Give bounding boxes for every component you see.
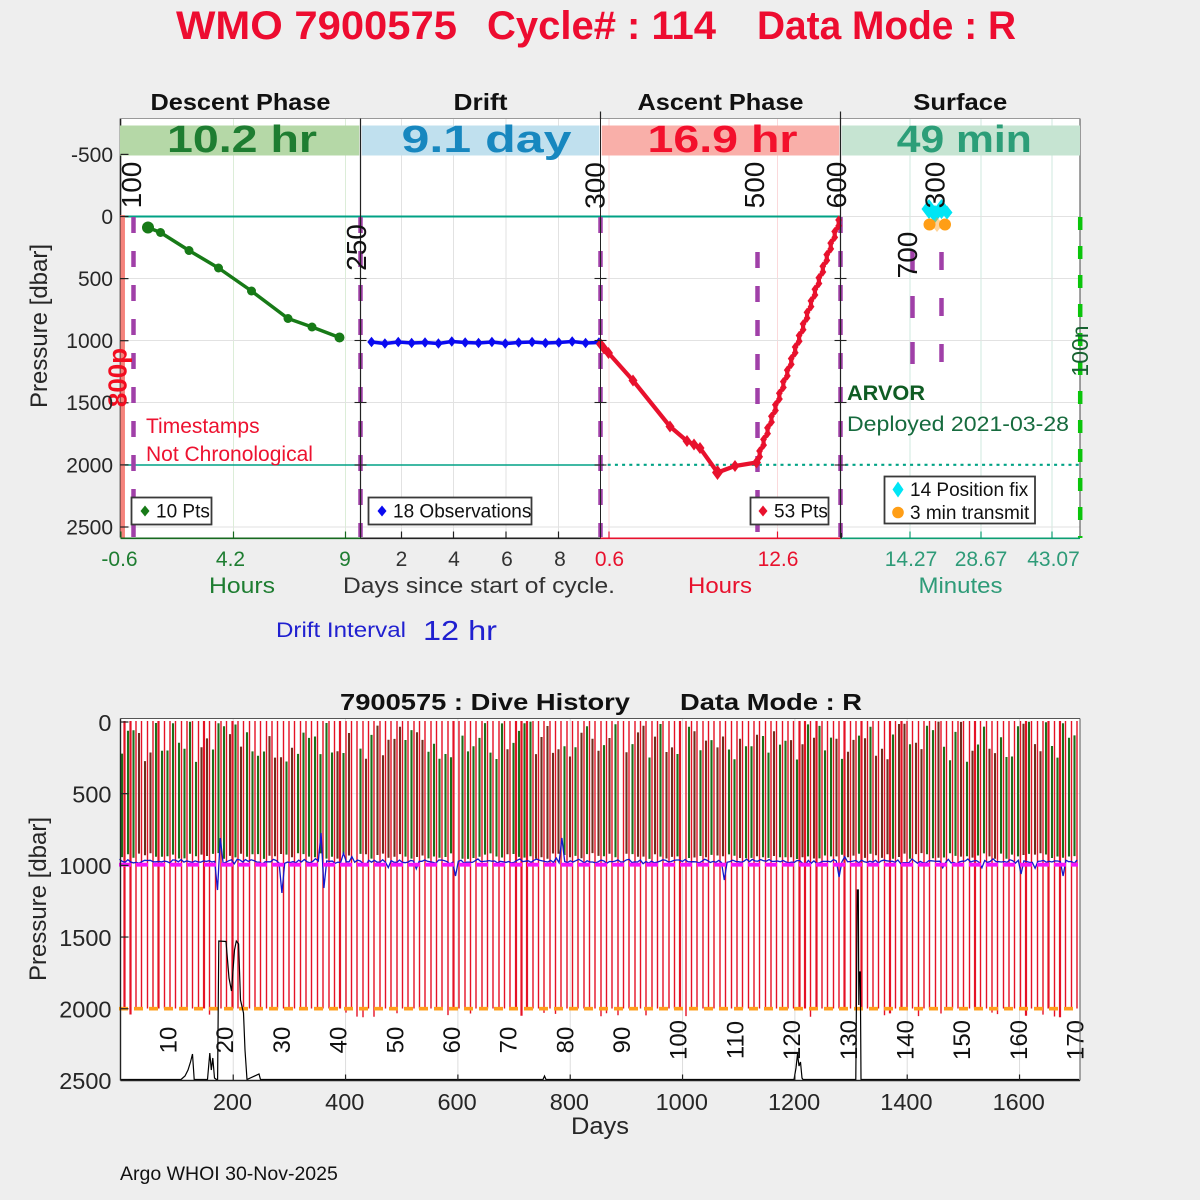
svg-text:30: 30 [269,1027,296,1054]
svg-text:0: 0 [98,710,111,736]
svg-text:1000: 1000 [66,330,113,353]
svg-text:Hours: Hours [688,573,752,598]
svg-text:2000: 2000 [66,455,113,478]
svg-text:18 Observations: 18 Observations [393,502,531,523]
svg-text:80: 80 [552,1027,579,1054]
svg-text:100: 100 [116,162,147,209]
svg-text:2500: 2500 [59,1068,111,1094]
svg-text:300: 300 [580,162,611,209]
svg-text:Data Mode : R: Data Mode : R [680,689,862,715]
svg-text:Days: Days [571,1113,629,1140]
svg-text:3 min transmit: 3 min transmit [910,503,1030,524]
svg-text:4.2: 4.2 [216,548,245,571]
svg-text:Not Chronological: Not Chronological [146,443,313,466]
svg-text:800: 800 [550,1089,589,1115]
svg-text:49 min: 49 min [897,119,1032,161]
svg-text:Drift: Drift [454,89,508,115]
svg-text:8: 8 [554,548,566,571]
svg-text:Argo WHOI 30-Nov-2025: Argo WHOI 30-Nov-2025 [120,1163,338,1185]
svg-text:200: 200 [213,1089,252,1115]
svg-text:10 Pts: 10 Pts [156,502,210,523]
svg-text:110: 110 [722,1021,749,1059]
svg-text:100n: 100n [1067,325,1093,376]
svg-text:28.67: 28.67 [955,548,1008,571]
svg-text:9.1 day: 9.1 day [402,119,572,161]
svg-text:170: 170 [1063,1020,1090,1060]
svg-text:Pressure [dbar]: Pressure [dbar] [26,244,53,408]
svg-text:800p: 800p [103,348,133,407]
svg-text:-0.6: -0.6 [101,548,137,571]
svg-text:Days since start of cycle.: Days since start of cycle. [343,573,615,598]
svg-text:600: 600 [821,162,852,209]
svg-text:53 Pts: 53 Pts [774,502,828,523]
svg-text:-500: -500 [71,144,113,167]
svg-text:Timestamps: Timestamps [146,415,260,438]
svg-text:0.6: 0.6 [595,548,624,571]
svg-text:300: 300 [920,162,951,209]
svg-text:1000: 1000 [656,1089,708,1115]
svg-text:500: 500 [739,162,770,209]
svg-text:10: 10 [156,1027,183,1054]
svg-text:Ascent Phase: Ascent Phase [638,89,804,115]
svg-text:120: 120 [779,1020,806,1060]
svg-text:400: 400 [325,1089,364,1115]
svg-text:500: 500 [72,781,111,807]
svg-text:700: 700 [892,232,923,279]
svg-text:Deployed 2021-03-28: Deployed 2021-03-28 [847,413,1069,436]
svg-text:500: 500 [78,268,113,291]
svg-text:160: 160 [1006,1020,1033,1060]
svg-text:14.27: 14.27 [885,548,938,571]
svg-text:Descent Phase: Descent Phase [151,89,331,115]
svg-text:4: 4 [448,548,460,571]
svg-text:90: 90 [609,1027,636,1054]
svg-text:Surface: Surface [913,89,1007,115]
svg-text:2: 2 [396,548,408,571]
svg-text:Data Mode : R: Data Mode : R [757,4,1016,48]
svg-text:1000: 1000 [59,853,111,879]
svg-text:150: 150 [949,1020,976,1060]
svg-text:1600: 1600 [993,1089,1045,1115]
svg-text:ARVOR: ARVOR [847,382,925,405]
svg-text:0: 0 [101,206,113,229]
svg-text:12.6: 12.6 [758,548,799,571]
svg-text:6: 6 [501,548,513,571]
svg-text:60: 60 [439,1027,466,1054]
svg-text:1400: 1400 [880,1089,932,1115]
svg-text:Cycle# : 114: Cycle# : 114 [487,4,717,48]
svg-text:50: 50 [382,1027,409,1054]
svg-text:16.9 hr: 16.9 hr [648,119,798,161]
svg-text:14 Position fix: 14 Position fix [910,480,1029,501]
svg-text:2000: 2000 [59,996,111,1022]
svg-text:WMO 7900575: WMO 7900575 [176,4,457,48]
svg-text:Hours: Hours [209,573,275,598]
svg-text:40: 40 [326,1027,353,1054]
svg-text:100: 100 [666,1020,693,1060]
svg-text:Drift Interval: Drift Interval [276,619,406,642]
svg-text:600: 600 [437,1089,476,1115]
svg-text:130: 130 [836,1020,863,1060]
svg-text:Minutes: Minutes [919,573,1003,598]
svg-text:43.07: 43.07 [1027,548,1080,571]
svg-text:7900575 : Dive History: 7900575 : Dive History [340,689,630,715]
svg-text:1500: 1500 [59,925,111,951]
svg-text:9: 9 [339,548,351,571]
svg-text:70: 70 [496,1027,523,1054]
svg-text:12 hr: 12 hr [423,615,497,646]
svg-text:Pressure [dbar]: Pressure [dbar] [25,817,52,981]
svg-text:20: 20 [212,1027,239,1054]
svg-text:2500: 2500 [66,517,113,540]
svg-text:1500: 1500 [66,392,113,415]
svg-text:140: 140 [892,1020,919,1060]
svg-text:10.2 hr: 10.2 hr [167,119,317,161]
svg-text:250: 250 [341,224,372,271]
svg-text:1200: 1200 [768,1089,820,1115]
